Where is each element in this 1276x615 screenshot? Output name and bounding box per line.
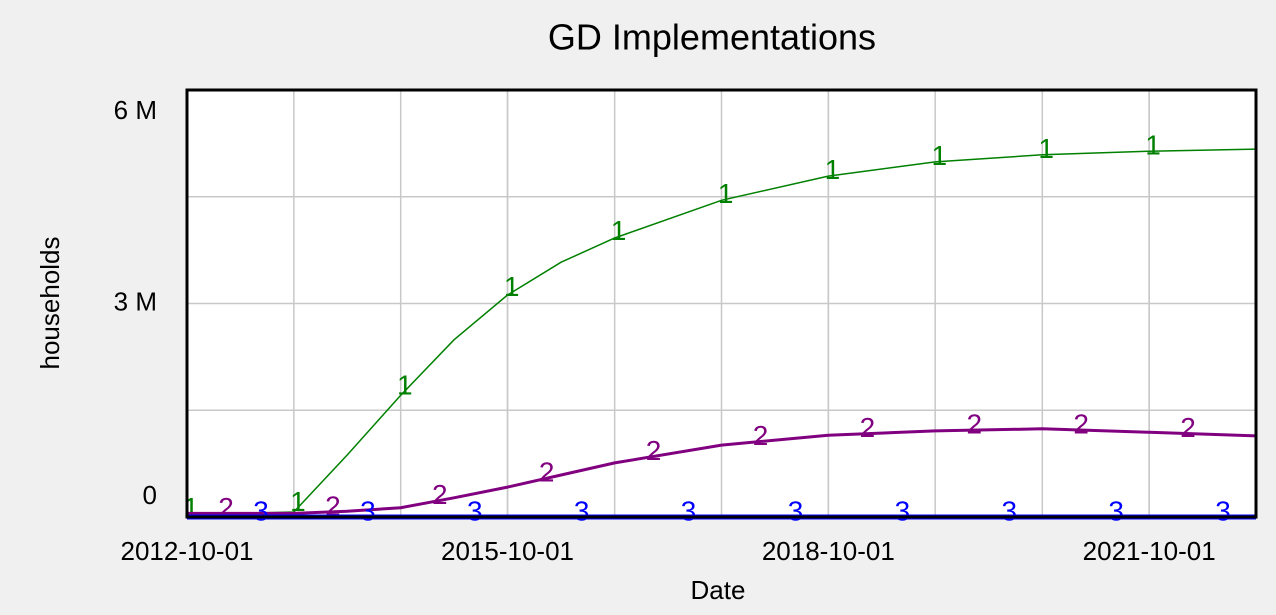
series-marker: 1 — [290, 486, 306, 517]
series-marker: 3 — [360, 495, 376, 526]
x-tick-label: 2015-10-01 — [441, 536, 574, 566]
y-tick-label: 6 M — [114, 95, 157, 125]
y-tick-label: 3 M — [114, 286, 157, 316]
series-marker: 3 — [253, 495, 269, 526]
series-marker: 1 — [611, 215, 627, 246]
plot-border — [185, 88, 1258, 519]
series-marker: 1 — [504, 271, 520, 302]
series-marker: 1 — [1038, 133, 1054, 164]
series-marker: 2 — [753, 420, 769, 451]
series-marker: 3 — [681, 495, 697, 526]
series-marker: 2 — [432, 479, 448, 510]
series-marker: 3 — [788, 495, 804, 526]
series-marker: 1 — [718, 178, 734, 209]
series-marker: 3 — [467, 495, 483, 526]
series-marker: 2 — [1073, 408, 1089, 439]
x-tick-label: 2018-10-01 — [762, 536, 895, 566]
series-marker: 3 — [895, 495, 911, 526]
series-marker: 2 — [1180, 412, 1196, 443]
series-line — [187, 148, 1257, 515]
series-marker: 3 — [1215, 495, 1231, 526]
series-marker: 3 — [1108, 495, 1124, 526]
series-marker: 2 — [325, 490, 341, 521]
chart-title: GD Implementations — [548, 17, 876, 58]
series-marker: 1 — [397, 369, 413, 400]
y-tick-label: 0 — [143, 480, 157, 510]
series-marker: 1 — [1145, 130, 1161, 161]
x-axis-label: Date — [691, 575, 746, 605]
series-marker: 2 — [539, 457, 555, 488]
series-marker: 2 — [967, 408, 983, 439]
y-axis-label: households — [35, 237, 65, 370]
series-marker: 3 — [1002, 495, 1018, 526]
series-marker: 2 — [646, 435, 662, 466]
series-marker: 3 — [574, 495, 590, 526]
series-marker: 2 — [860, 412, 876, 443]
series-marker: 1 — [825, 154, 841, 185]
series-line — [187, 427, 1257, 515]
x-tick-label: 2012-10-01 — [121, 536, 254, 566]
series-marker: 1 — [932, 140, 948, 171]
x-tick-label: 2021-10-01 — [1083, 536, 1216, 566]
